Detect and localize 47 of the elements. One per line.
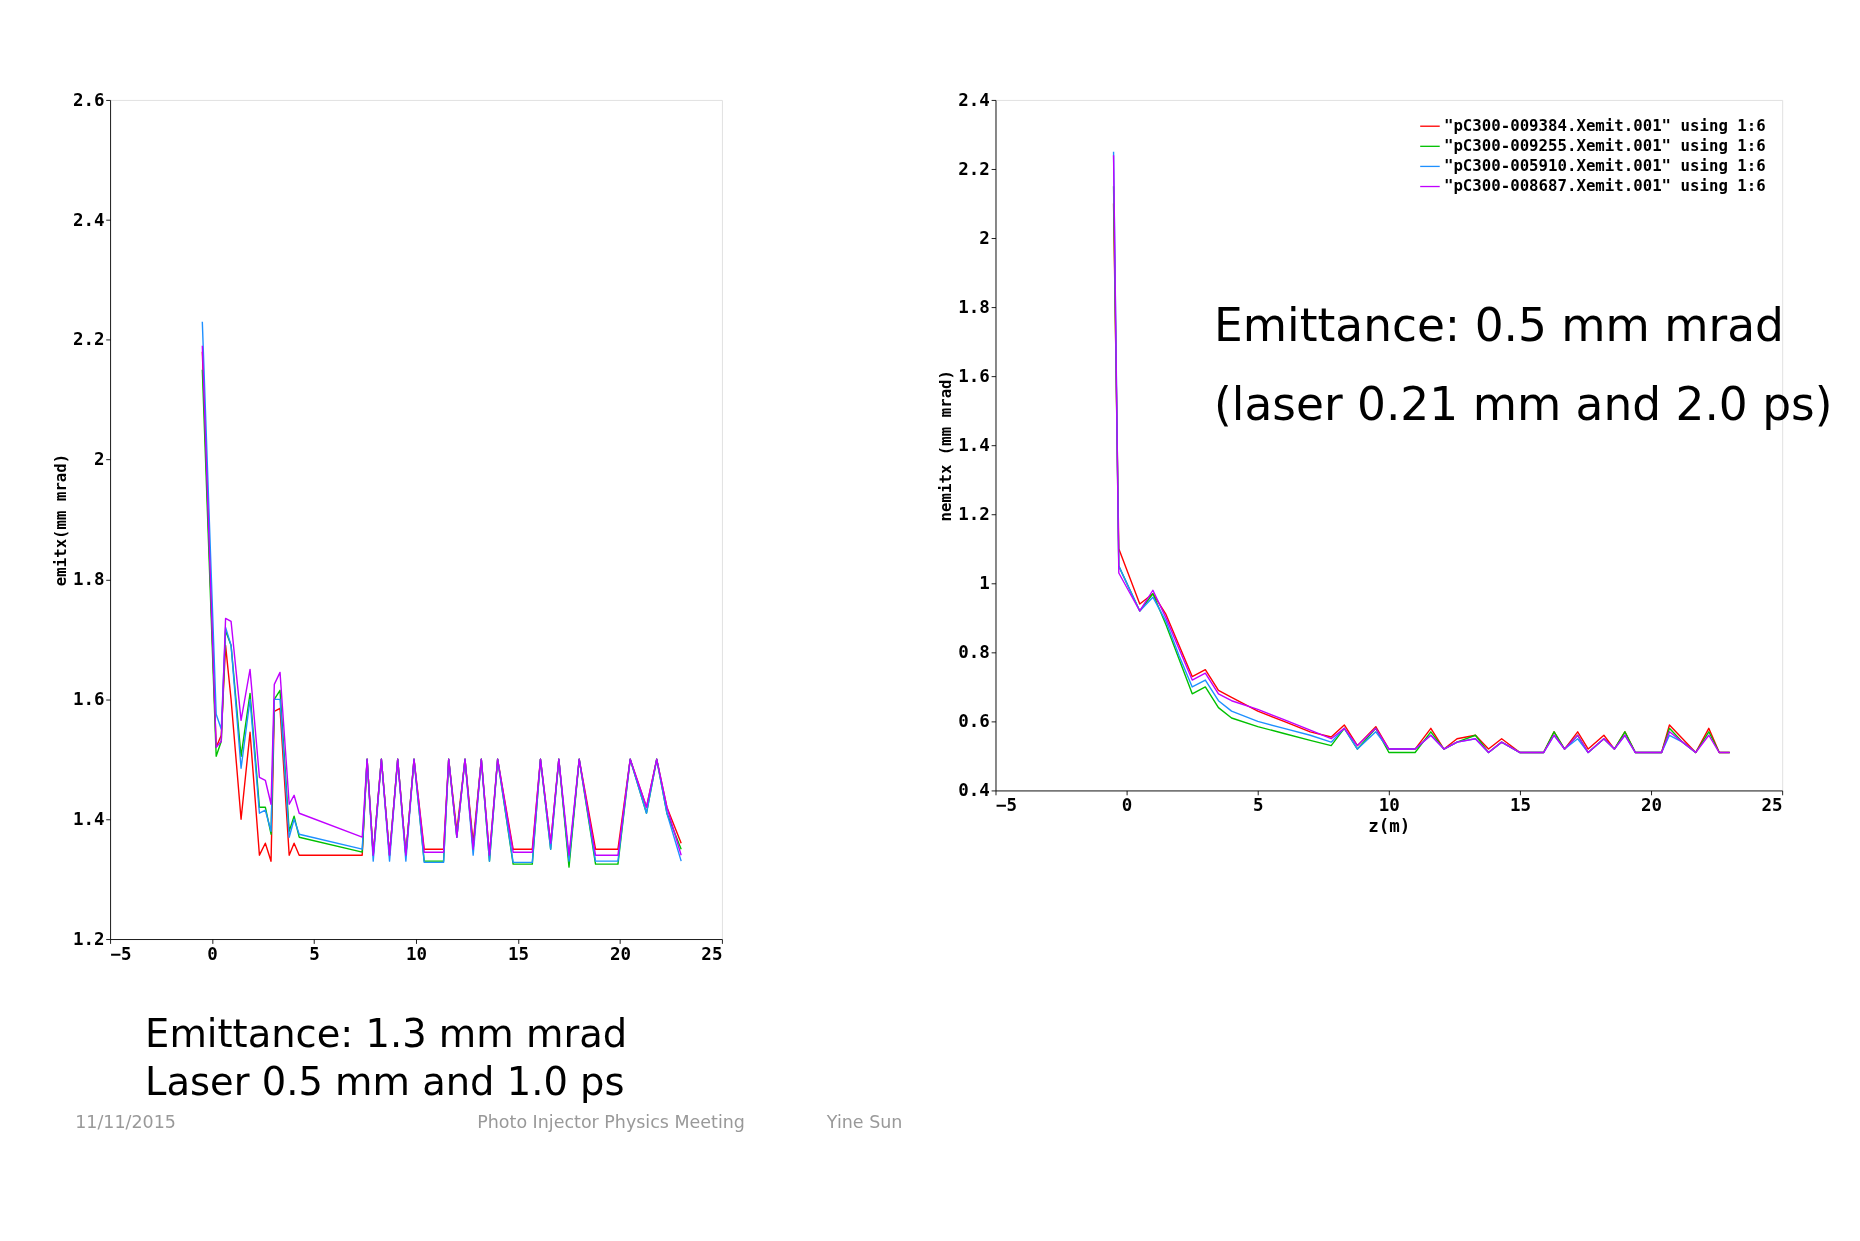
text: Photo Injector Physics Meeting [477, 1111, 745, 1132]
y-axis-title: nemitx (mm mrad) [936, 369, 956, 522]
x-tick-label: 25 [701, 943, 723, 964]
x-tick-label: 25 [1761, 795, 1783, 816]
y-tick-label: 0.8 [958, 642, 990, 663]
y-tick-label: 2 [93, 449, 105, 470]
x-tick-label: −5 [995, 795, 1018, 816]
y-tick-label: 1.2 [72, 928, 105, 949]
y-tick-label: 2.2 [958, 158, 990, 179]
x-tick-label: 15 [1509, 795, 1531, 816]
annotation: Emittance: 0.5 mm mrad [1214, 299, 1784, 353]
y-tick-label: 1.4 [958, 434, 990, 455]
text: Yine Sun [825, 1111, 903, 1132]
text: Laser 0.5 mm and 1.0 ps [145, 1058, 625, 1104]
y-tick-label: 1.6 [72, 689, 105, 710]
text: Emittance: 1.3 mm mrad [145, 1010, 628, 1056]
y-tick-label: 2.4 [958, 89, 990, 110]
x-tick-label: −5 [110, 943, 132, 964]
y-tick-label: 1.2 [958, 503, 990, 524]
x-tick-label: 10 [1378, 795, 1400, 816]
x-tick-label: 10 [405, 943, 428, 964]
y-tick-label: 2 [979, 227, 990, 248]
y-tick-label: 2.2 [72, 329, 105, 350]
legend-label: "pC300-005910.Xemit.001" using 1:6 [1443, 155, 1766, 175]
y-tick-label: 2.4 [72, 209, 105, 230]
x-tick-label: 20 [609, 943, 631, 964]
x-tick-label: 20 [1641, 795, 1663, 816]
annotation: (laser 0.21 mm and 2.0 ps) [1214, 377, 1833, 431]
y-tick-label: 0.6 [958, 711, 990, 732]
y-tick-label: 1.4 [72, 808, 105, 829]
y-tick-label: 1.8 [72, 569, 105, 590]
x-tick-label: 5 [309, 943, 320, 964]
legend-label: "pC300-009255.Xemit.001" using 1:6 [1443, 135, 1766, 155]
y-tick-label: 1.6 [958, 365, 990, 386]
y-tick-label: 0.4 [958, 780, 990, 801]
text: 11/11/2015 [75, 1111, 176, 1132]
x-tick-label: 0 [1121, 795, 1133, 816]
y-tick-label: 1.8 [958, 296, 990, 317]
y-axis-title: emitx(mm mrad) [50, 453, 70, 587]
x-tick-label: 5 [1252, 795, 1264, 816]
legend-label: "pC300-009384.Xemit.001" using 1:6 [1443, 115, 1766, 135]
y-tick-label: 2.6 [72, 89, 105, 110]
x-tick-label: 15 [507, 943, 529, 964]
legend-label: "pC300-008687.Xemit.001" using 1:6 [1443, 175, 1766, 195]
x-tick-label: 0 [207, 943, 218, 964]
y-tick-label: 1 [979, 573, 990, 594]
x-axis-title: z(m) [1368, 816, 1411, 837]
